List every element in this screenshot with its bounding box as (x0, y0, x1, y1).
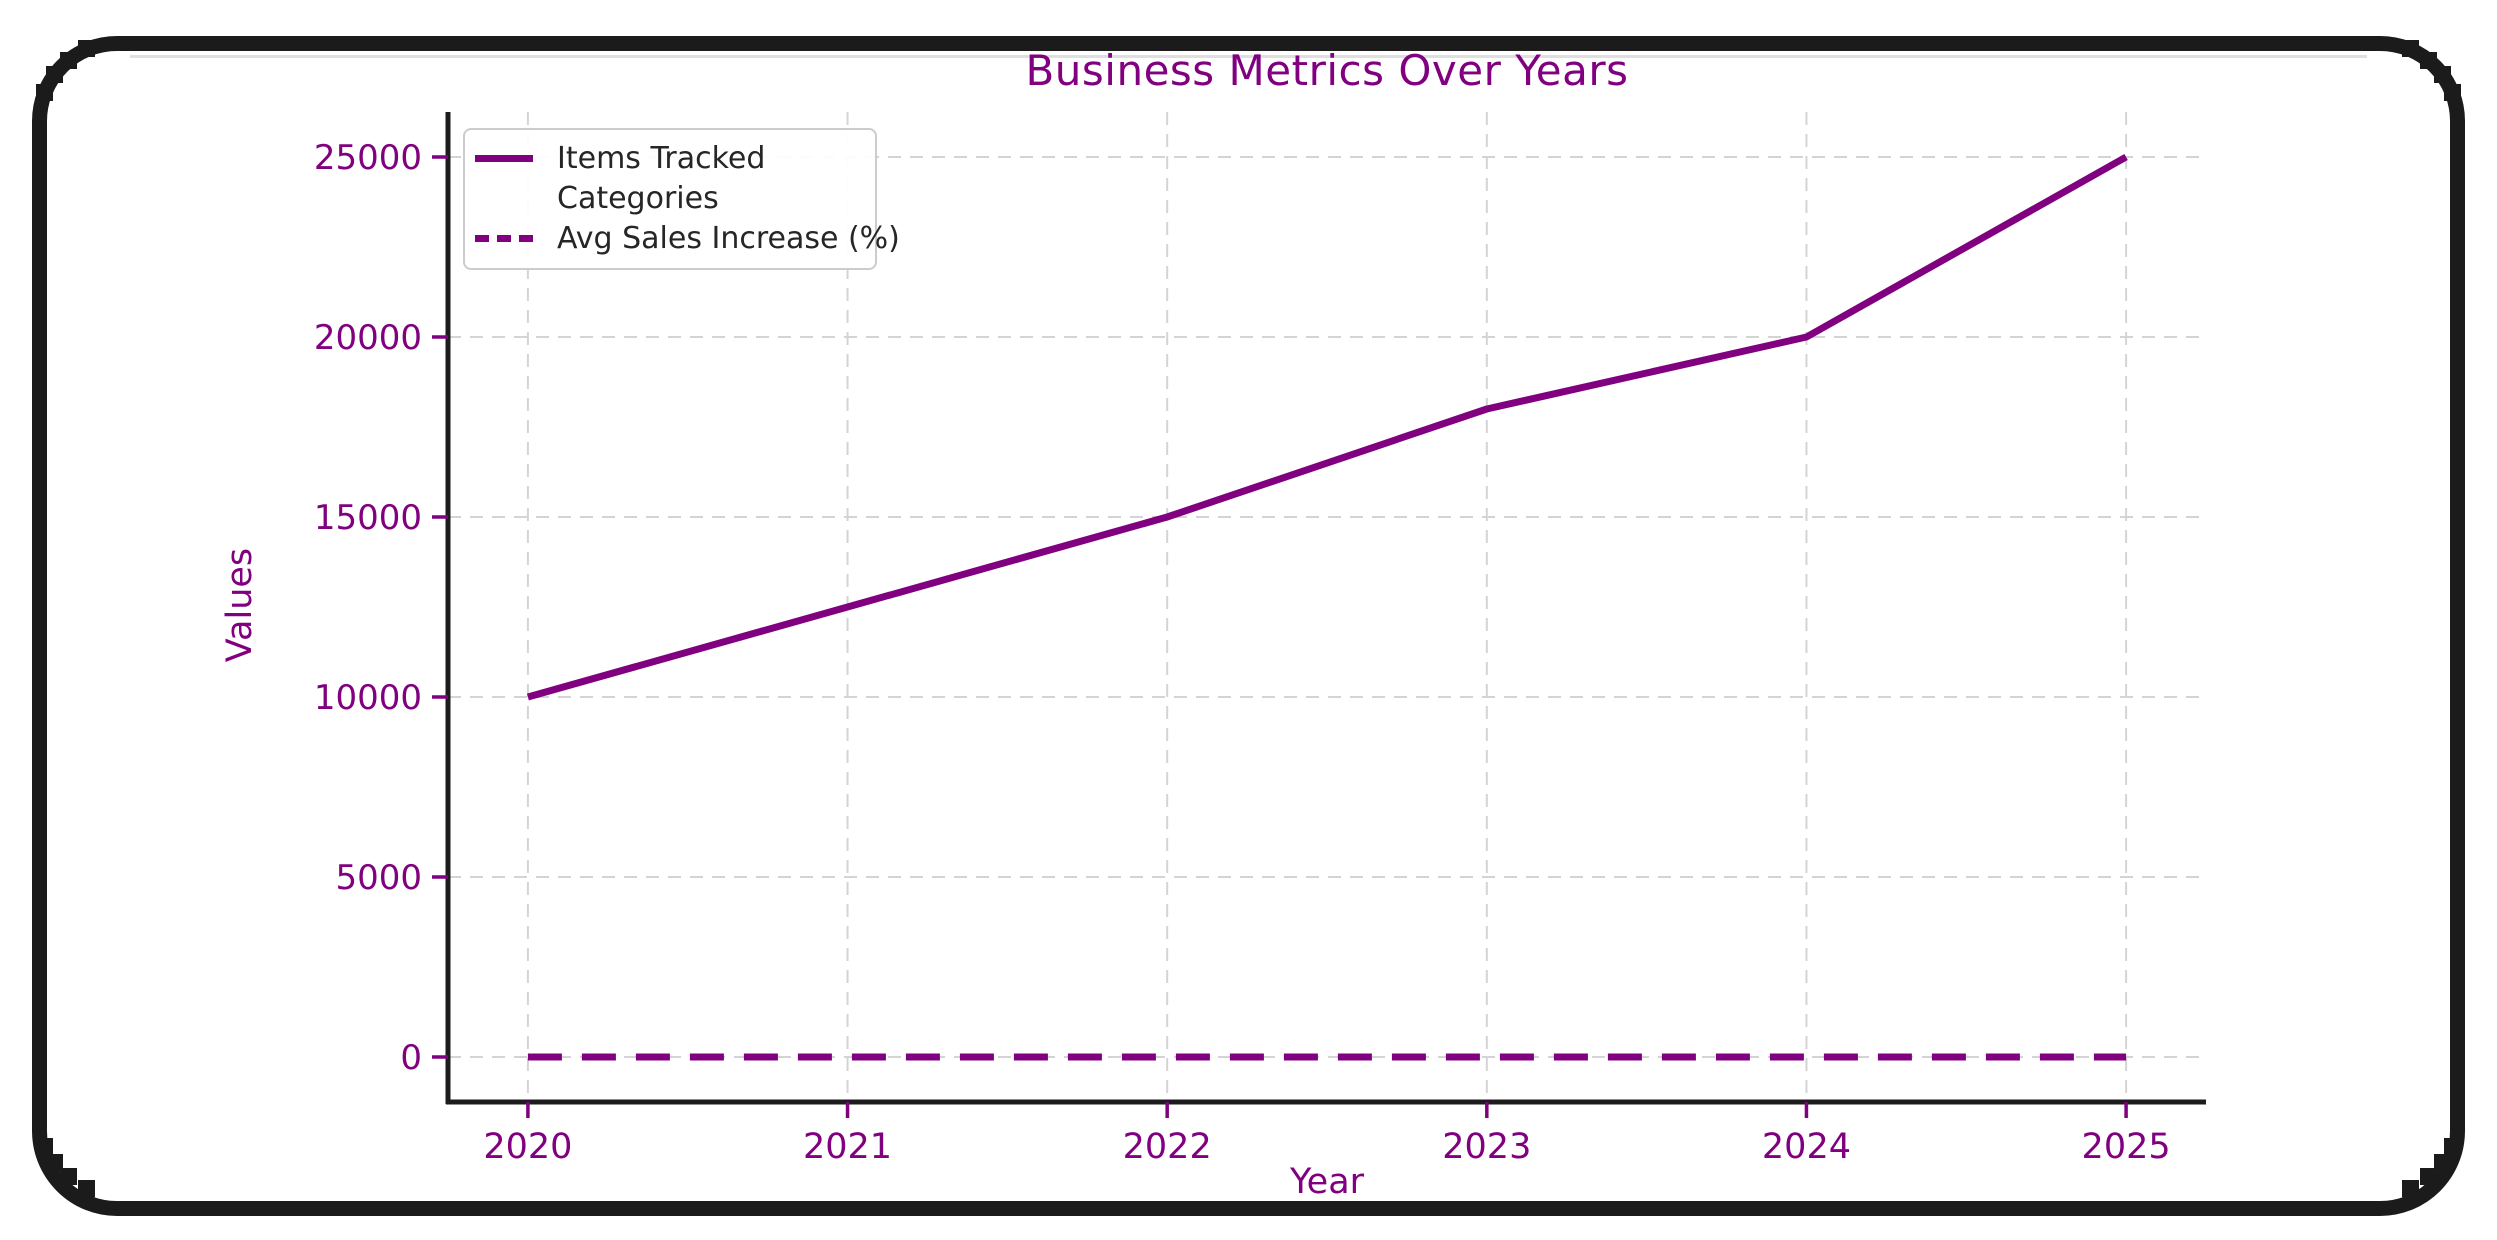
legend-item: Avg Sales Increase (%) (475, 218, 900, 258)
frame-top-shadow-line (130, 55, 2367, 58)
svg-text:20000: 20000 (314, 318, 422, 358)
axis-ticks (432, 155, 2128, 1118)
chart-title: Business Metrics Over Years (1025, 46, 1629, 95)
chart-legend: Items Tracked Categories Avg Sales Increas… (463, 128, 900, 270)
svg-text:0: 0 (400, 1038, 422, 1078)
legend-item-label: Items Tracked (557, 140, 766, 176)
svg-text:2020: 2020 (483, 1127, 572, 1167)
legend-swatch-dashed-line-icon (475, 234, 533, 242)
svg-text:2022: 2022 (1123, 1127, 1212, 1167)
legend-item-label: Categories (557, 180, 719, 216)
legend-swatch-solid-line-icon (475, 154, 533, 162)
legend-item: Categories (475, 178, 861, 218)
svg-text:2024: 2024 (1762, 1127, 1851, 1167)
legend-item: Items Tracked (475, 138, 861, 178)
frame-corner-pixels (0, 0, 17, 17)
svg-text:2025: 2025 (2082, 1127, 2171, 1167)
axis-spines (445, 112, 2206, 1105)
x-axis-label: Year (1289, 1162, 1365, 1202)
svg-text:2023: 2023 (1442, 1127, 1531, 1167)
y-axis-label: Values (220, 547, 260, 663)
svg-text:5000: 5000 (335, 858, 422, 898)
svg-text:2021: 2021 (803, 1127, 892, 1167)
legend-swatch-none-line-icon (475, 195, 533, 202)
svg-text:10000: 10000 (314, 678, 422, 718)
svg-text:15000: 15000 (314, 498, 422, 538)
data-series (526, 153, 2128, 1061)
series-line-solid (526, 153, 2128, 701)
y-tick-labels: 0 5000 10000 15000 20000 25000 (314, 138, 422, 1078)
legend-item-label: Avg Sales Increase (%) (557, 220, 900, 256)
x-tick-labels: 2020 2021 2022 2023 2024 2025 (483, 1127, 2170, 1167)
svg-text:25000: 25000 (314, 138, 422, 178)
